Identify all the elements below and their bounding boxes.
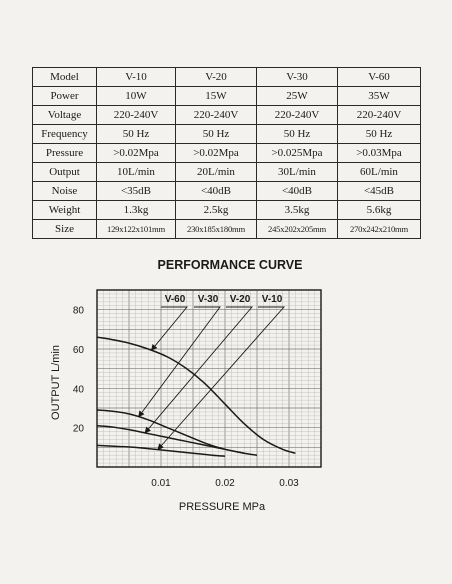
legend-leader-v-20 bbox=[144, 306, 253, 434]
table-cell: 50 Hz bbox=[175, 124, 257, 144]
table-cell: <35dB bbox=[96, 181, 176, 201]
table-cell: 5.6kg bbox=[337, 200, 421, 220]
legend-label-v-10: V-10 bbox=[262, 294, 283, 305]
legend-label-v-20: V-20 bbox=[230, 294, 251, 305]
x-tick-label: 0.03 bbox=[279, 478, 299, 489]
table-row: Frequency 50 Hz 50 Hz 50 Hz 50 Hz bbox=[32, 124, 421, 144]
table-cell: <45dB bbox=[337, 181, 421, 201]
table-row: Pressure >0.02Mpa >0.02Mpa >0.025Mpa >0.03Mp… bbox=[32, 143, 421, 163]
table-cell: <40dB bbox=[175, 181, 257, 201]
plot-frame bbox=[96, 289, 322, 468]
y-tick-label: 60 bbox=[73, 345, 85, 356]
table-cell: 50 Hz bbox=[337, 124, 421, 144]
table-cell: 270x242x210mm bbox=[337, 219, 421, 239]
x-axis-label: PRESSURE MPa bbox=[179, 501, 266, 513]
table-row: Weight 1.3kg 2.5kg 3.5kg 5.6kg bbox=[32, 200, 421, 220]
table-row: Voltage 220-240V 220-240V 220-240V 220-240V bbox=[32, 105, 421, 125]
table-cell: 220-240V bbox=[256, 105, 338, 125]
header-cell-v-60: V-60 bbox=[337, 67, 421, 87]
legend-label-v-30: V-30 bbox=[198, 294, 219, 305]
table-row: Size 129x122x101mm 230x185x180mm 245x202x20… bbox=[32, 219, 421, 239]
row-label: Frequency bbox=[32, 124, 97, 144]
y-axis-label: OUTPUT L/min bbox=[50, 345, 62, 420]
series-line-v-60 bbox=[96, 336, 296, 454]
legend-leader-v-10 bbox=[157, 306, 285, 451]
y-tick-label: 40 bbox=[73, 384, 85, 395]
table-cell: >0.03Mpa bbox=[337, 143, 421, 163]
table-cell: 60L/min bbox=[337, 162, 421, 182]
y-tick-label: 20 bbox=[73, 424, 85, 435]
row-label: Pressure bbox=[32, 143, 97, 163]
row-label: Size bbox=[32, 219, 97, 239]
x-tick-label: 0.01 bbox=[151, 478, 171, 489]
series-line-v-10 bbox=[96, 444, 226, 457]
table-cell: 50 Hz bbox=[96, 124, 176, 144]
legend-label-v-60: V-60 bbox=[165, 294, 186, 305]
table-cell: 245x202x205mm bbox=[256, 219, 338, 239]
legend-leader-v-60 bbox=[150, 306, 188, 351]
table-cell: >0.02Mpa bbox=[96, 143, 176, 163]
x-tick-label: 0.02 bbox=[215, 478, 235, 489]
table-cell: 129x122x101mm bbox=[96, 219, 176, 239]
table-cell: 220-240V bbox=[175, 105, 257, 125]
table-cell: 10L/min bbox=[96, 162, 176, 182]
chart-title: PERFORMANCE CURVE bbox=[157, 258, 303, 272]
row-label: Weight bbox=[32, 200, 97, 220]
spec-table: Model V-10 V-20 V-30 V-60 Power 10W 15W 25W 35W Vo… bbox=[32, 67, 421, 239]
legend-leader-v-30 bbox=[138, 306, 221, 418]
y-tick-label: 80 bbox=[73, 306, 85, 317]
series-line-v-20 bbox=[96, 424, 258, 456]
